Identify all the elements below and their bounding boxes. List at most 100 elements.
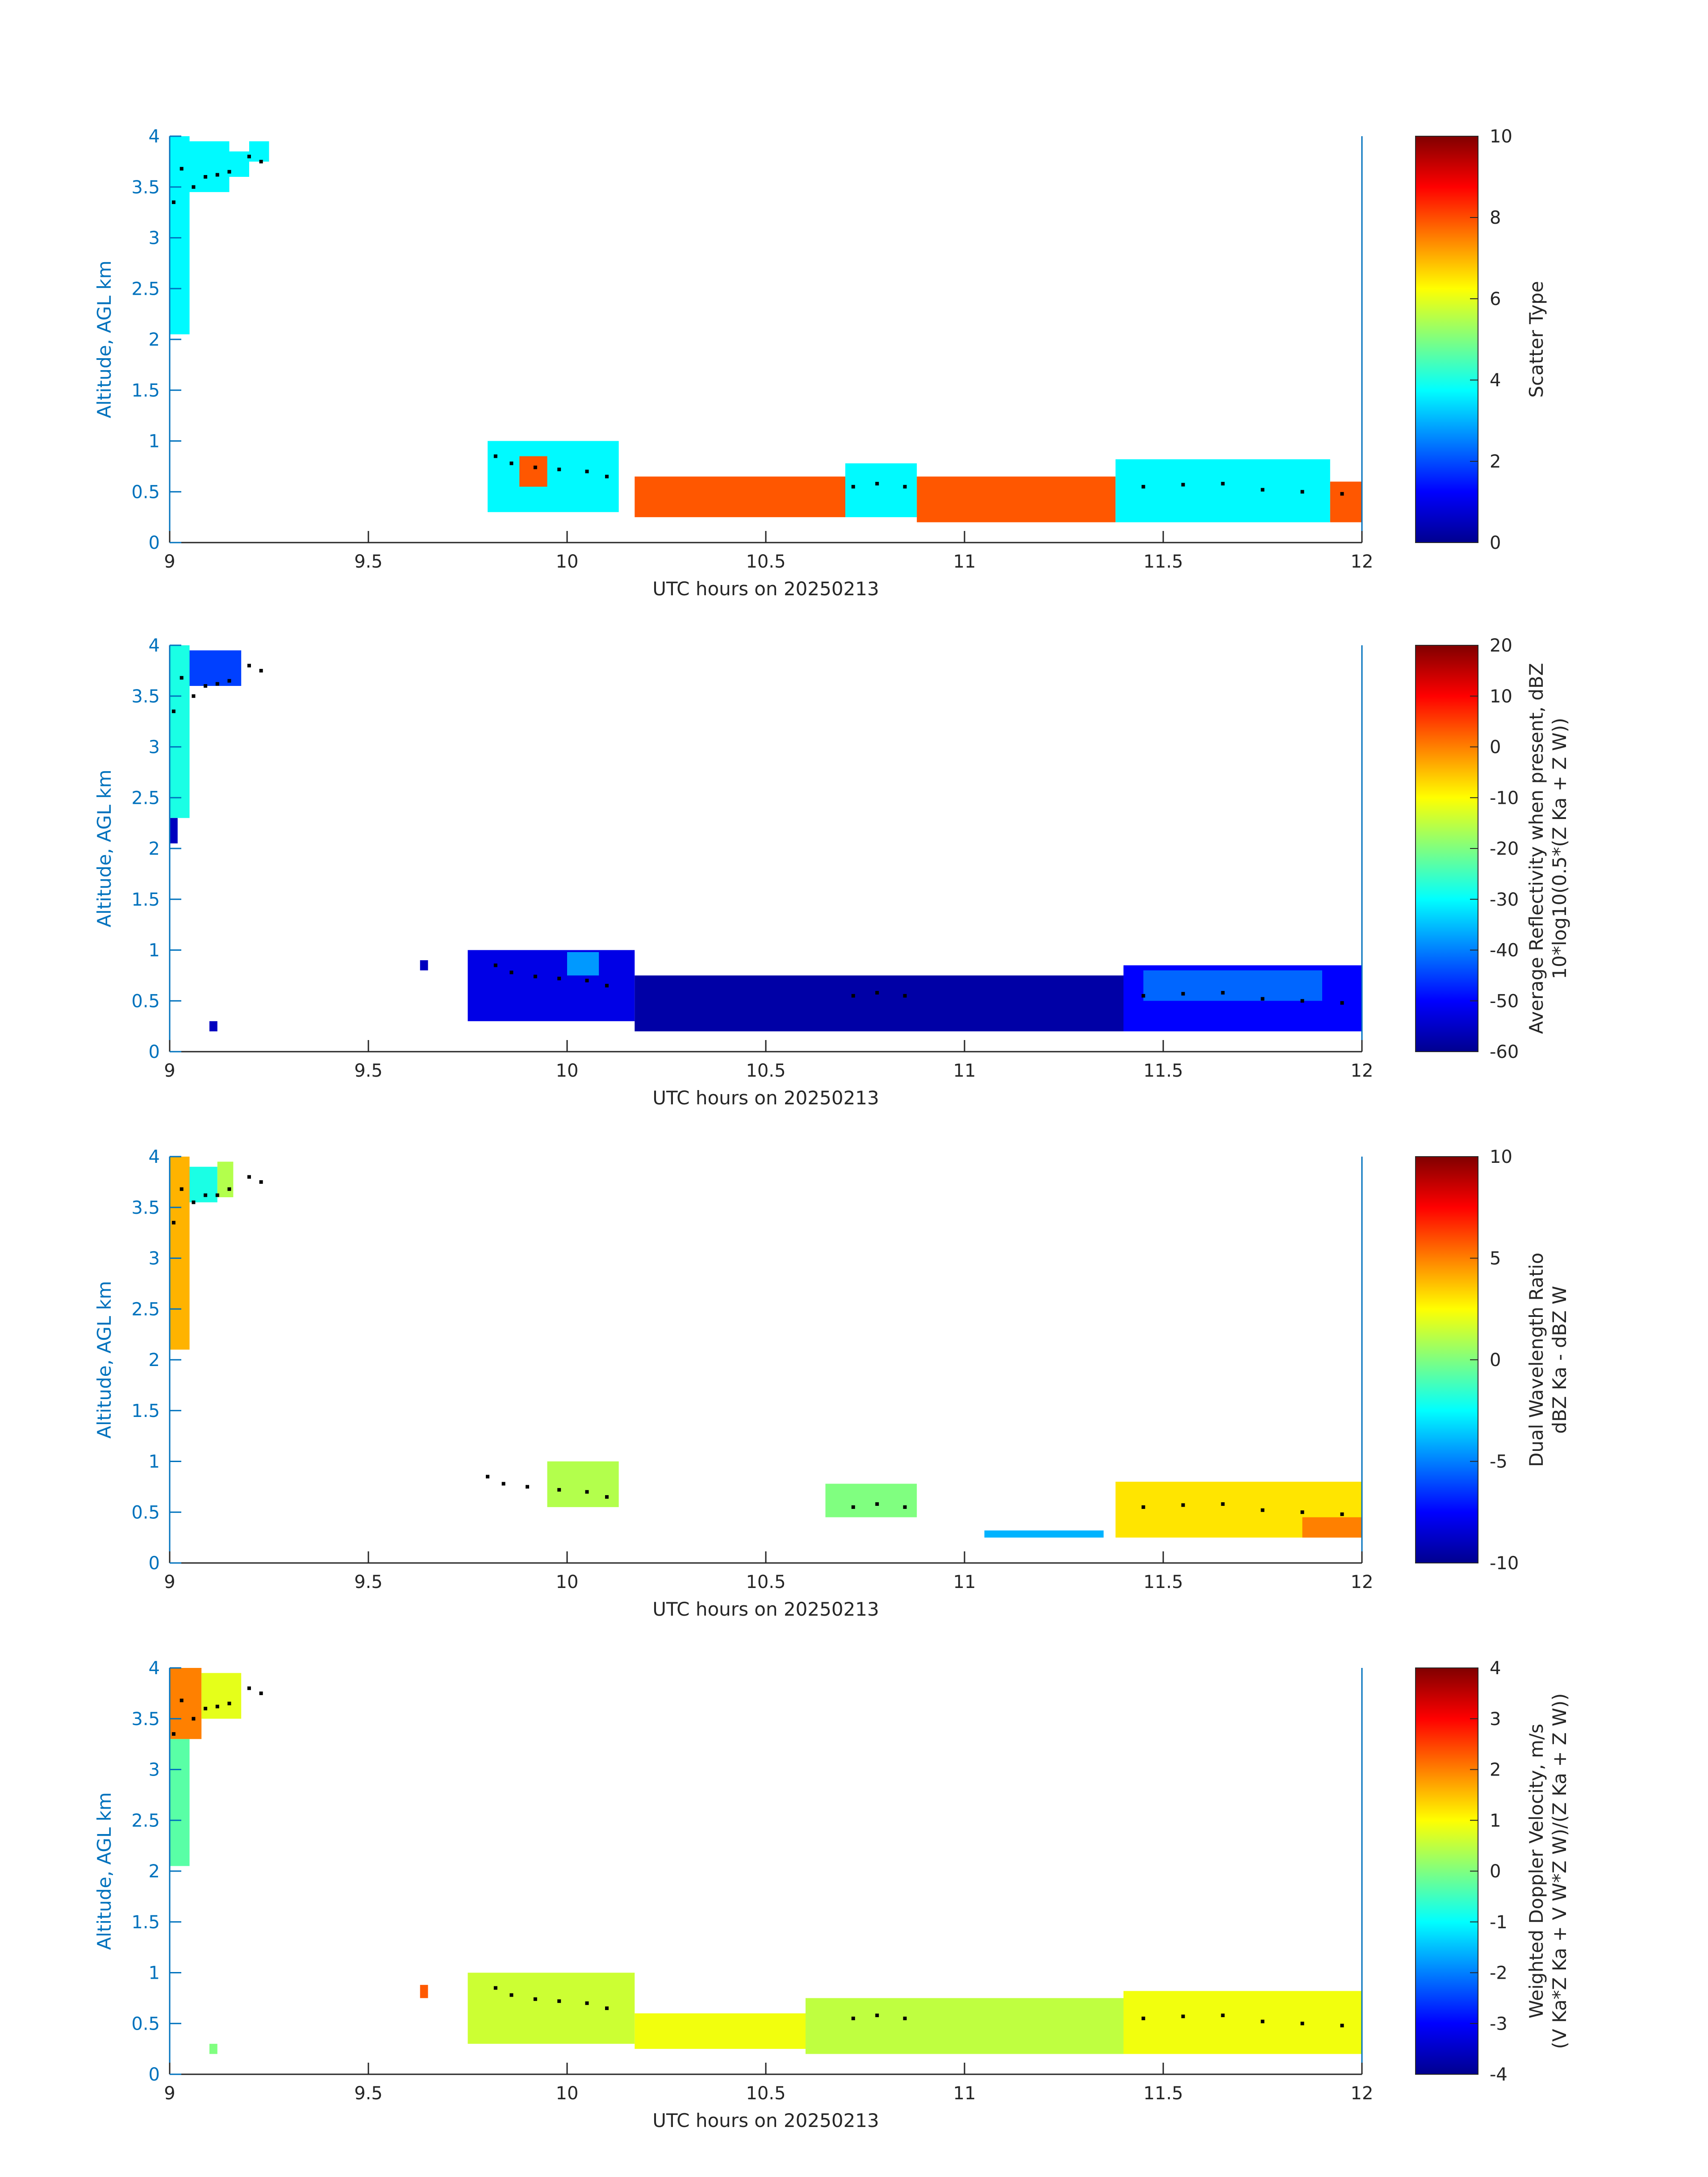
marker-point [192, 694, 196, 698]
marker-point [1300, 999, 1304, 1003]
marker-point [851, 994, 855, 998]
colorbar-tick-label: -40 [1490, 940, 1519, 961]
data-region [170, 818, 178, 844]
data-region [635, 476, 845, 518]
data-region [189, 141, 230, 192]
data-region [189, 650, 242, 686]
colorbar-tick-label: -1 [1490, 1912, 1508, 1933]
marker-point [509, 970, 514, 974]
marker-point [215, 173, 219, 177]
y-tick-label: 0.5 [131, 482, 160, 502]
colorbar-tick-label: 4 [1490, 1658, 1501, 1679]
y-axis-title: Altitude, AGL km [93, 769, 115, 927]
colorbar-tick-label: 2 [1490, 1760, 1501, 1780]
colorbar-label: dBZ Ka - dBZ W [1549, 1286, 1570, 1433]
y-tick-label: 1.5 [131, 1401, 160, 1421]
colorbar: -60 -50 -40 -30 -20 -10 0 10 20 Average Reflectiv… [1415, 635, 1570, 1062]
marker-point [204, 1707, 208, 1710]
marker-point [171, 1732, 175, 1736]
y-tick-label: 0 [149, 1553, 160, 1574]
marker-point [851, 2016, 855, 2020]
marker-point [1141, 485, 1145, 489]
y-tick-label: 1 [149, 1963, 160, 1984]
colorbar-label: Scatter Type [1525, 281, 1547, 397]
colorbar-gradient [1415, 136, 1478, 543]
x-tick-label: 12 [1351, 552, 1374, 572]
x-tick-label: 11 [953, 2083, 976, 2104]
x-tick-label: 10.5 [746, 1572, 785, 1592]
marker-point [247, 664, 251, 668]
marker-point [1261, 1508, 1265, 1512]
marker-point [227, 1701, 231, 1705]
x-tick-label: 11.5 [1143, 2083, 1183, 2104]
marker-point [1300, 1510, 1304, 1514]
marker-point [605, 984, 609, 988]
marker-series [171, 1175, 1344, 1516]
marker-point [180, 676, 184, 680]
y-tick-label: 1.5 [131, 890, 160, 910]
data-region [825, 1483, 917, 1517]
x-tick-label: 10.5 [746, 1061, 785, 1081]
y-tick-label: 0.5 [131, 2014, 160, 2034]
y-tick-label: 3 [149, 1760, 160, 1780]
marker-point [557, 1488, 561, 1492]
colorbar-gradient [1415, 1156, 1478, 1563]
colorbar-tick-label: -50 [1490, 991, 1519, 1011]
colorbar-gradient [1415, 1667, 1478, 2075]
colorbar-tick-label: 10 [1490, 1147, 1512, 1167]
colorbar-tick-label: 10 [1490, 686, 1512, 707]
colorbar: -10 -5 0 5 10 Dual Wavelength Ratio dBZ Ka - d… [1415, 1147, 1570, 1574]
y-tick-label: 3.5 [131, 177, 160, 198]
marker-point [493, 963, 497, 967]
marker-point [557, 977, 561, 981]
colorbar-label: Weighted Doppler Velocity, m/s [1525, 1724, 1547, 2018]
x-axis-title: UTC hours on 20250213 [652, 2110, 879, 2131]
marker-point [204, 175, 208, 179]
y-tick-label: 2.5 [131, 1299, 160, 1320]
colorbar-tick-label: 0 [1490, 1350, 1501, 1371]
data-region [635, 2013, 806, 2049]
marker-point [1181, 2014, 1185, 2018]
data-region [1302, 1517, 1362, 1538]
marker-point [585, 1490, 589, 1494]
y-tick-label: 1 [149, 940, 160, 961]
marker-point [533, 974, 537, 978]
colorbar-tick-label: -3 [1490, 2014, 1508, 2034]
colorbar-label: Average Reflectivity when present, dBZ [1525, 663, 1547, 1034]
y-tick-label: 2 [149, 1861, 160, 1882]
data-region [635, 975, 1123, 1032]
marker-point [180, 1187, 184, 1191]
marker-point [605, 1495, 609, 1499]
marker-point [1261, 997, 1265, 1001]
marker-point [215, 682, 219, 686]
colorbar-tick-label: -2 [1490, 1963, 1508, 1984]
colorbar-tick-label: 3 [1490, 1709, 1501, 1730]
data-region [468, 950, 635, 1021]
marker-point [851, 1505, 855, 1509]
x-tick-label: 11 [953, 1572, 976, 1592]
marker-point [501, 1482, 505, 1486]
marker-point [903, 1505, 907, 1509]
y-tick-label: 1 [149, 431, 160, 452]
data-region [170, 645, 190, 818]
data-region [468, 1972, 635, 2044]
data-region [229, 151, 249, 177]
y-tick-label: 2 [149, 330, 160, 350]
marker-point [875, 482, 879, 486]
marker-point [180, 167, 184, 171]
data-region [217, 1162, 234, 1197]
colorbar-tick-label: 0 [1490, 1861, 1501, 1882]
data-region [209, 1021, 217, 1032]
colorbar: 0 2 4 6 8 10 Scatter Type [1415, 126, 1547, 553]
marker-point [259, 1691, 263, 1695]
marker-point [605, 475, 609, 479]
y-tick-label: 4 [149, 1658, 160, 1679]
marker-point [533, 465, 537, 469]
x-tick-label: 11 [953, 552, 976, 572]
marker-point [1340, 1001, 1344, 1005]
colorbar-label: Dual Wavelength Ratio [1525, 1253, 1547, 1467]
